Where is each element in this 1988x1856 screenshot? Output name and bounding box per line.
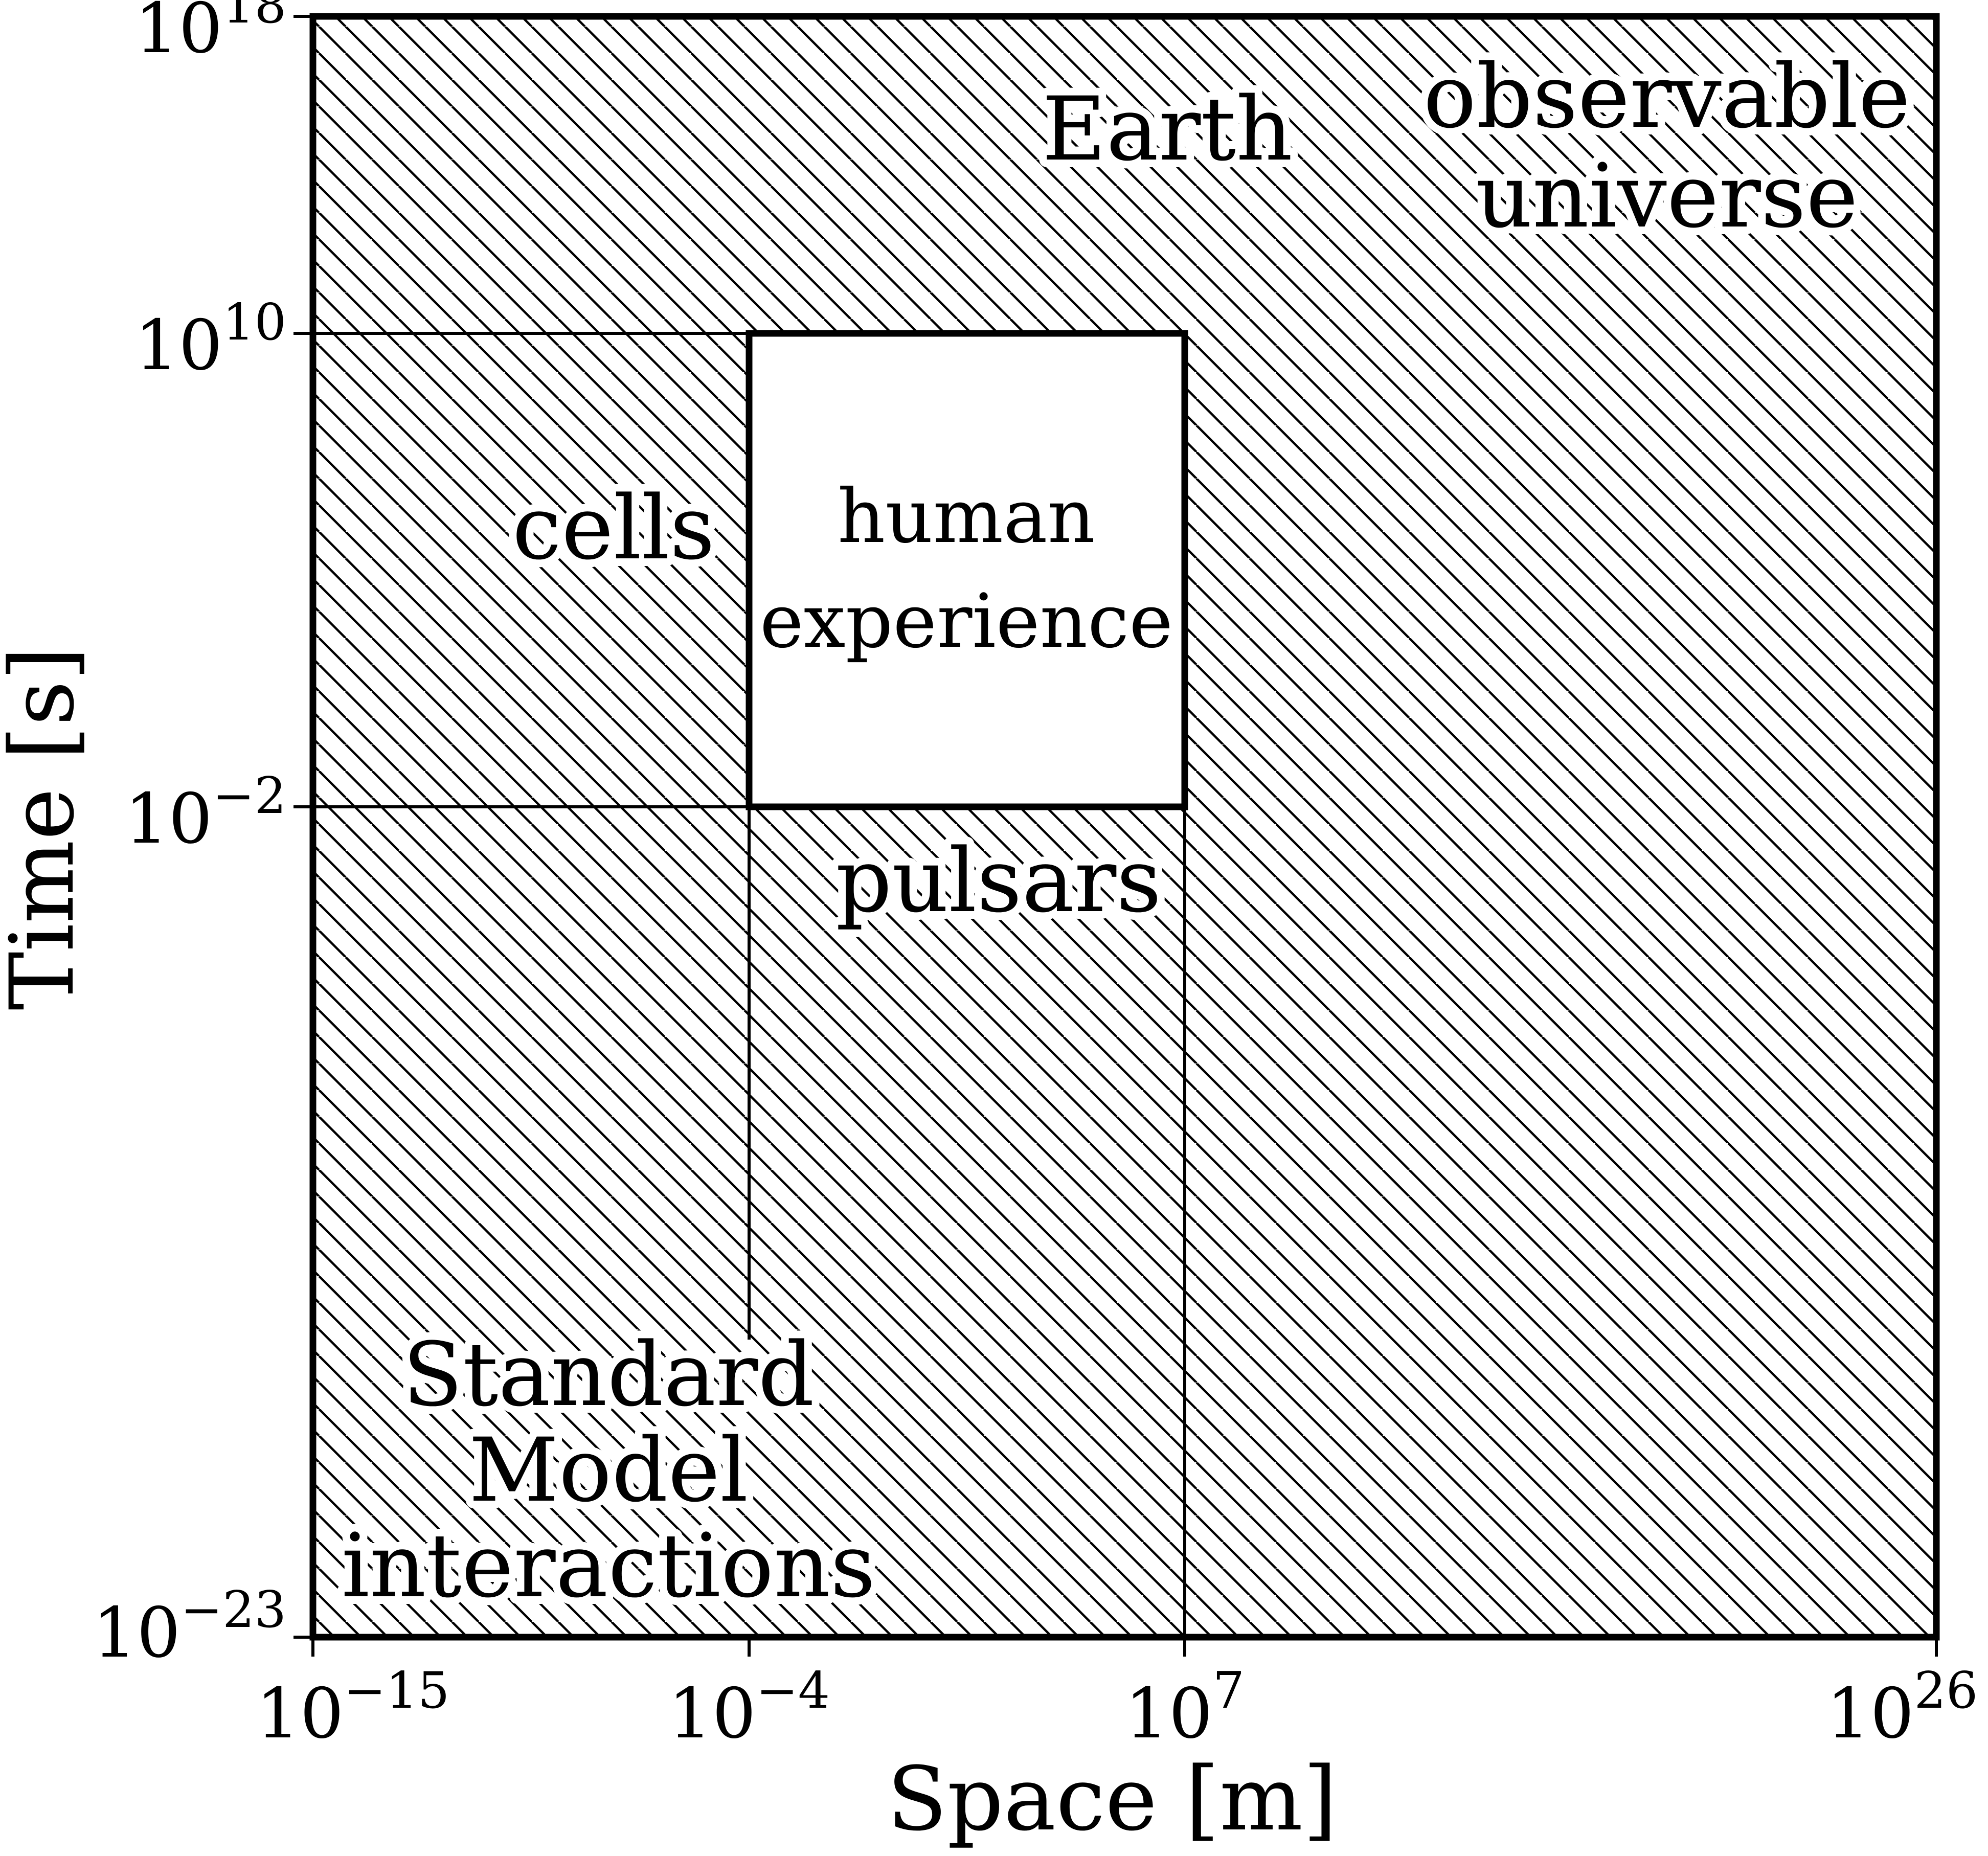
y-axis-label: Time [s] xyxy=(0,646,94,1010)
x-tick-label: 107 xyxy=(1125,1662,1245,1754)
sm-label-line2: Model xyxy=(469,1419,749,1522)
plot-area-hatch xyxy=(313,16,1936,1637)
universe-label-line2: universe xyxy=(1476,145,1858,247)
cells-label: cells xyxy=(512,477,715,579)
pulsars-label: pulsars xyxy=(835,829,1161,932)
universe-label-line1: observable xyxy=(1424,45,1911,148)
y-tick-label: 1010 xyxy=(135,293,287,386)
x-tick-label: 1026 xyxy=(1826,1662,1978,1754)
human-label-line2: experience xyxy=(760,578,1173,665)
x-tick-label: 10−4 xyxy=(668,1662,830,1754)
x-tick-label: 10−15 xyxy=(256,1662,450,1754)
y-tick-label: 1018 xyxy=(135,0,287,69)
human-label-line1: human xyxy=(838,473,1095,560)
sm-label-line3: interactions xyxy=(342,1514,876,1617)
plot-frame xyxy=(309,13,1940,1641)
y-tick-label: 10−23 xyxy=(93,1581,286,1673)
y-tick-label: 10−2 xyxy=(125,767,286,859)
earth-label: Earth xyxy=(1042,78,1293,180)
human-experience-region xyxy=(746,330,1188,810)
x-axis-label: Space [m] xyxy=(887,1748,1338,1850)
sm-label-line1: Standard xyxy=(402,1323,814,1426)
